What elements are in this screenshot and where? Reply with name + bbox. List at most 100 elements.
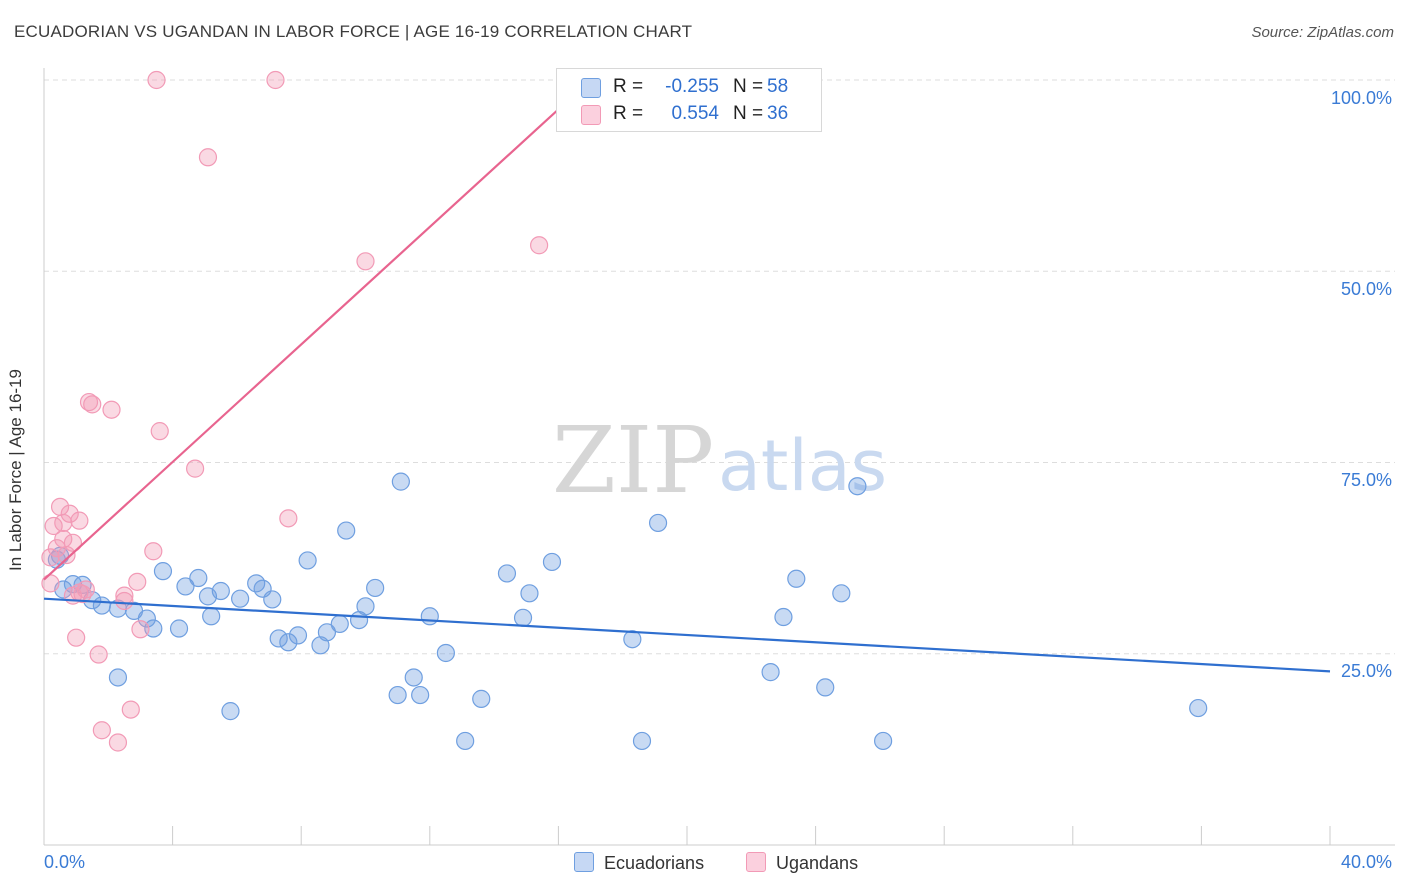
x-tick-label-min: 0.0%	[44, 852, 86, 872]
data-point	[202, 607, 221, 626]
data-point	[137, 609, 156, 628]
data-point	[92, 596, 111, 615]
data-point	[60, 504, 79, 523]
data-point	[176, 577, 195, 596]
data-point	[47, 539, 66, 558]
data-point	[121, 700, 140, 719]
data-point	[356, 597, 375, 616]
data-point	[530, 236, 549, 255]
data-point	[70, 511, 89, 530]
blue-swatch	[581, 78, 601, 98]
data-point	[263, 590, 282, 609]
watermark-zip: ZIP	[552, 407, 714, 514]
r-value: 0.554	[671, 103, 719, 124]
watermark-atlas: atlas	[718, 425, 887, 507]
data-point	[198, 148, 218, 167]
ecuadorian-points	[47, 472, 1208, 751]
data-point	[623, 630, 642, 649]
r-label: R =	[613, 76, 644, 97]
r-value: -0.255	[665, 76, 719, 97]
y-axis-label: In Labor Force | Age 16-19	[6, 369, 25, 571]
legend-item-ugandans[interactable]: Ugandans	[746, 852, 858, 874]
data-point	[67, 628, 86, 647]
data-point	[279, 509, 298, 528]
data-point	[388, 685, 407, 705]
data-point	[221, 702, 240, 721]
r-label: R =	[613, 103, 644, 124]
data-point	[366, 578, 385, 598]
n-value: 36	[767, 103, 789, 124]
data-point	[128, 572, 147, 591]
data-point	[330, 614, 349, 634]
data-point	[288, 626, 308, 645]
data-point	[70, 583, 89, 602]
data-point	[648, 513, 668, 533]
data-point	[147, 70, 166, 90]
data-point	[761, 663, 780, 682]
data-point	[774, 607, 793, 627]
blue-swatch	[574, 852, 594, 872]
data-point	[211, 581, 230, 601]
data-point	[79, 392, 99, 412]
y-tick-label: 100.0%	[1330, 88, 1392, 108]
data-point	[356, 252, 375, 271]
data-point	[832, 584, 851, 603]
n-label: N =	[733, 76, 764, 97]
data-point	[513, 608, 533, 627]
data-point	[131, 620, 150, 639]
data-point	[153, 562, 173, 581]
data-point	[456, 731, 475, 751]
data-point	[89, 645, 108, 664]
data-point	[269, 629, 288, 648]
data-point	[520, 584, 539, 603]
axes	[43, 68, 1395, 846]
data-point	[1189, 698, 1208, 718]
trend-line-ecuadorians	[43, 597, 1331, 673]
data-point	[411, 685, 430, 705]
data-point	[420, 607, 439, 626]
gridlines	[44, 79, 1395, 655]
data-point	[186, 459, 205, 478]
data-point	[150, 422, 169, 441]
data-point	[189, 568, 208, 588]
data-point	[92, 721, 111, 740]
data-point	[279, 633, 298, 652]
ugandan-points	[41, 70, 549, 752]
data-point	[144, 619, 163, 638]
correlation-legend: R = -0.255 N = 58 R = 0.554 N = 36	[556, 68, 822, 132]
pink-swatch	[746, 852, 766, 872]
data-point	[231, 589, 250, 608]
data-point	[115, 591, 134, 611]
data-point	[337, 521, 356, 540]
y-tick-label: 75.0%	[1340, 470, 1392, 490]
data-point	[542, 552, 562, 572]
data-point	[108, 668, 128, 687]
n-value: 58	[767, 76, 789, 97]
data-point	[436, 643, 455, 663]
data-point	[41, 548, 60, 567]
legend-label: Ugandans	[776, 853, 859, 873]
pink-swatch	[581, 105, 601, 125]
y-tick-label: 50.0%	[1340, 279, 1392, 299]
data-point	[83, 395, 102, 414]
trend-lines	[43, 79, 1331, 673]
legend-item-ecuadorians[interactable]: Ecuadorians	[574, 852, 704, 874]
data-point	[102, 400, 121, 419]
legend-label: Ecuadorians	[604, 853, 705, 873]
data-point	[404, 668, 423, 687]
data-point	[787, 569, 806, 588]
data-point	[874, 731, 893, 751]
data-point	[848, 477, 867, 496]
data-point	[391, 472, 410, 491]
data-point	[169, 619, 189, 638]
x-tick-label-max: 40.0%	[1340, 852, 1392, 872]
data-point	[816, 678, 835, 697]
data-point	[472, 689, 491, 708]
source-label: Source: ZipAtlas.com	[1251, 24, 1394, 41]
data-point	[632, 731, 652, 751]
watermark: ZIP atlas	[552, 407, 887, 514]
chart-title: ECUADORIAN VS UGANDAN IN LABOR FORCE | A…	[14, 22, 693, 41]
data-point	[108, 733, 128, 752]
data-point	[497, 564, 517, 583]
